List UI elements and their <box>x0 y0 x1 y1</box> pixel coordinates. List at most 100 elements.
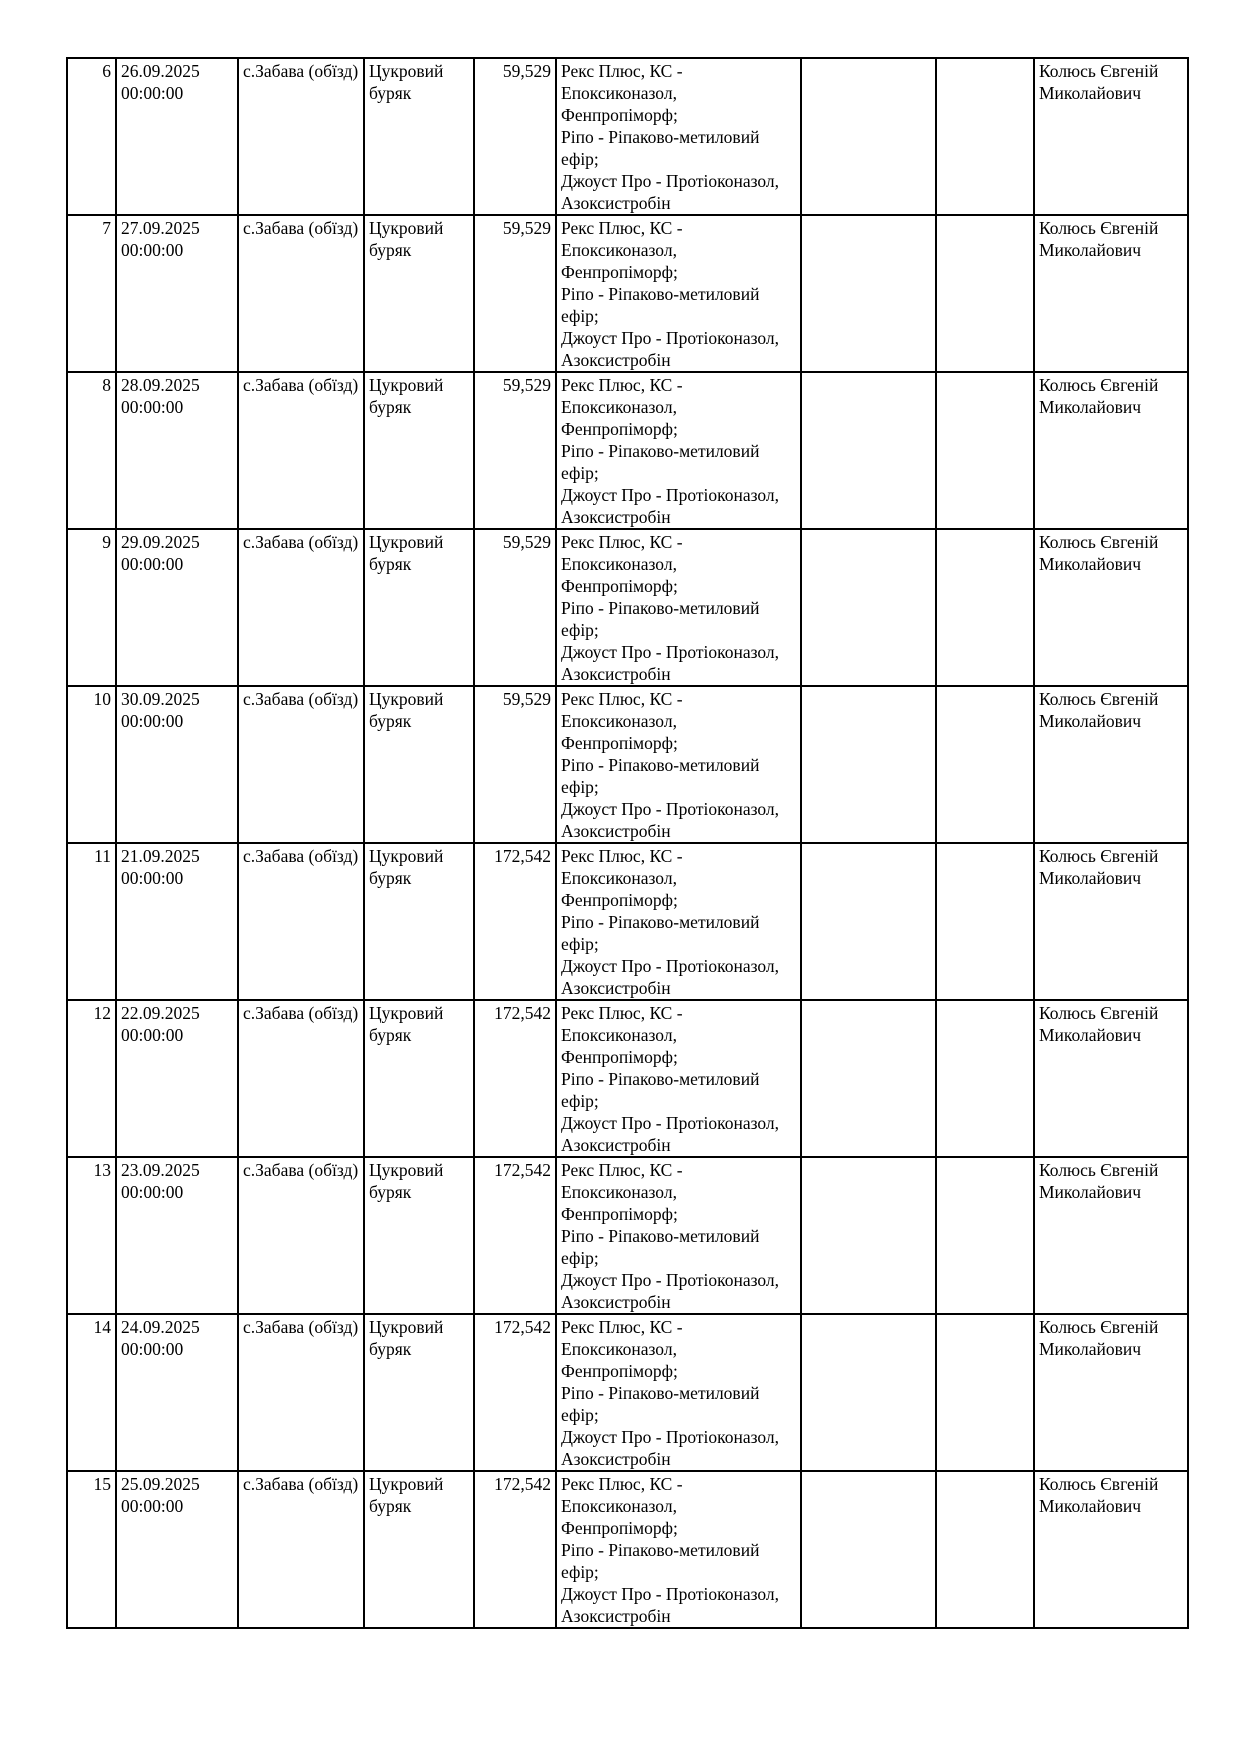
empty-cell-2 <box>935 528 1035 687</box>
empty-cell-2 <box>935 1470 1035 1629</box>
crop-cell: Цукровий буряк <box>363 1470 475 1629</box>
empty-cell-1 <box>800 1470 937 1629</box>
crop-cell: Цукровий буряк <box>363 1156 475 1315</box>
value-cell: 172,542 <box>473 1156 557 1315</box>
empty-cell-2 <box>935 842 1035 1001</box>
table-row: 7 27.09.2025 00:00:00 с.Забава (обїзд) Ц… <box>66 214 1189 373</box>
date-cell: 21.09.2025 00:00:00 <box>115 842 239 1001</box>
location-cell: с.Забава (обїзд) <box>237 999 365 1158</box>
empty-cell-1 <box>800 685 937 844</box>
empty-cell-2 <box>935 57 1035 216</box>
empty-cell-1 <box>800 842 937 1001</box>
value-cell: 59,529 <box>473 685 557 844</box>
empty-cell-2 <box>935 1313 1035 1472</box>
person-cell: Колюсь Євгеній Миколайович <box>1033 57 1189 216</box>
crop-cell: Цукровий буряк <box>363 842 475 1001</box>
row-number-cell: 9 <box>66 528 117 687</box>
row-number-cell: 14 <box>66 1313 117 1472</box>
date-cell: 23.09.2025 00:00:00 <box>115 1156 239 1315</box>
value-cell: 59,529 <box>473 57 557 216</box>
value-cell: 59,529 <box>473 528 557 687</box>
person-cell: Колюсь Євгеній Миколайович <box>1033 1313 1189 1472</box>
person-cell: Колюсь Євгеній Миколайович <box>1033 528 1189 687</box>
products-cell: Рекс Плюс, КС - Епоксиконазол, Фенпропім… <box>555 528 802 687</box>
date-cell: 24.09.2025 00:00:00 <box>115 1313 239 1472</box>
report-table-body: 6 26.09.2025 00:00:00 с.Забава (обїзд) Ц… <box>66 57 1189 1629</box>
products-cell: Рекс Плюс, КС - Епоксиконазол, Фенпропім… <box>555 685 802 844</box>
empty-cell-1 <box>800 528 937 687</box>
table-row: 12 22.09.2025 00:00:00 с.Забава (обїзд) … <box>66 999 1189 1158</box>
date-cell: 27.09.2025 00:00:00 <box>115 214 239 373</box>
crop-cell: Цукровий буряк <box>363 57 475 216</box>
table-row: 10 30.09.2025 00:00:00 с.Забава (обїзд) … <box>66 685 1189 844</box>
person-cell: Колюсь Євгеній Миколайович <box>1033 1470 1189 1629</box>
crop-cell: Цукровий буряк <box>363 999 475 1158</box>
value-cell: 172,542 <box>473 1470 557 1629</box>
empty-cell-2 <box>935 371 1035 530</box>
row-number-cell: 13 <box>66 1156 117 1315</box>
products-cell: Рекс Плюс, КС - Епоксиконазол, Фенпропім… <box>555 57 802 216</box>
empty-cell-1 <box>800 214 937 373</box>
crop-cell: Цукровий буряк <box>363 685 475 844</box>
empty-cell-1 <box>800 371 937 530</box>
empty-cell-1 <box>800 57 937 216</box>
person-cell: Колюсь Євгеній Миколайович <box>1033 685 1189 844</box>
row-number-cell: 15 <box>66 1470 117 1629</box>
empty-cell-2 <box>935 685 1035 844</box>
location-cell: с.Забава (обїзд) <box>237 1156 365 1315</box>
empty-cell-2 <box>935 1156 1035 1315</box>
person-cell: Колюсь Євгеній Миколайович <box>1033 999 1189 1158</box>
value-cell: 59,529 <box>473 371 557 530</box>
products-cell: Рекс Плюс, КС - Епоксиконазол, Фенпропім… <box>555 214 802 373</box>
table-row: 9 29.09.2025 00:00:00 с.Забава (обїзд) Ц… <box>66 528 1189 687</box>
table-row: 13 23.09.2025 00:00:00 с.Забава (обїзд) … <box>66 1156 1189 1315</box>
row-number-cell: 7 <box>66 214 117 373</box>
empty-cell-2 <box>935 214 1035 373</box>
products-cell: Рекс Плюс, КС - Епоксиконазол, Фенпропім… <box>555 1470 802 1629</box>
person-cell: Колюсь Євгеній Миколайович <box>1033 214 1189 373</box>
products-cell: Рекс Плюс, КС - Епоксиконазол, Фенпропім… <box>555 1313 802 1472</box>
table-row: 11 21.09.2025 00:00:00 с.Забава (обїзд) … <box>66 842 1189 1001</box>
location-cell: с.Забава (обїзд) <box>237 1313 365 1472</box>
crop-cell: Цукровий буряк <box>363 371 475 530</box>
crop-cell: Цукровий буряк <box>363 1313 475 1472</box>
report-table: 6 26.09.2025 00:00:00 с.Забава (обїзд) Ц… <box>66 57 1189 1629</box>
row-number-cell: 11 <box>66 842 117 1001</box>
table-row: 8 28.09.2025 00:00:00 с.Забава (обїзд) Ц… <box>66 371 1189 530</box>
row-number-cell: 6 <box>66 57 117 216</box>
location-cell: с.Забава (обїзд) <box>237 214 365 373</box>
location-cell: с.Забава (обїзд) <box>237 528 365 687</box>
date-cell: 29.09.2025 00:00:00 <box>115 528 239 687</box>
empty-cell-1 <box>800 1156 937 1315</box>
row-number-cell: 8 <box>66 371 117 530</box>
products-cell: Рекс Плюс, КС - Епоксиконазол, Фенпропім… <box>555 999 802 1158</box>
table-row: 15 25.09.2025 00:00:00 с.Забава (обїзд) … <box>66 1470 1189 1629</box>
date-cell: 22.09.2025 00:00:00 <box>115 999 239 1158</box>
value-cell: 172,542 <box>473 1313 557 1472</box>
date-cell: 28.09.2025 00:00:00 <box>115 371 239 530</box>
products-cell: Рекс Плюс, КС - Епоксиконазол, Фенпропім… <box>555 371 802 530</box>
value-cell: 59,529 <box>473 214 557 373</box>
table-row: 6 26.09.2025 00:00:00 с.Забава (обїзд) Ц… <box>66 57 1189 216</box>
crop-cell: Цукровий буряк <box>363 214 475 373</box>
empty-cell-1 <box>800 999 937 1158</box>
location-cell: с.Забава (обїзд) <box>237 57 365 216</box>
table-row: 14 24.09.2025 00:00:00 с.Забава (обїзд) … <box>66 1313 1189 1472</box>
date-cell: 30.09.2025 00:00:00 <box>115 685 239 844</box>
products-cell: Рекс Плюс, КС - Епоксиконазол, Фенпропім… <box>555 1156 802 1315</box>
value-cell: 172,542 <box>473 842 557 1001</box>
empty-cell-2 <box>935 999 1035 1158</box>
crop-cell: Цукровий буряк <box>363 528 475 687</box>
row-number-cell: 12 <box>66 999 117 1158</box>
person-cell: Колюсь Євгеній Миколайович <box>1033 1156 1189 1315</box>
products-cell: Рекс Плюс, КС - Епоксиконазол, Фенпропім… <box>555 842 802 1001</box>
person-cell: Колюсь Євгеній Миколайович <box>1033 371 1189 530</box>
location-cell: с.Забава (обїзд) <box>237 1470 365 1629</box>
location-cell: с.Забава (обїзд) <box>237 685 365 844</box>
person-cell: Колюсь Євгеній Миколайович <box>1033 842 1189 1001</box>
row-number-cell: 10 <box>66 685 117 844</box>
date-cell: 26.09.2025 00:00:00 <box>115 57 239 216</box>
empty-cell-1 <box>800 1313 937 1472</box>
location-cell: с.Забава (обїзд) <box>237 842 365 1001</box>
